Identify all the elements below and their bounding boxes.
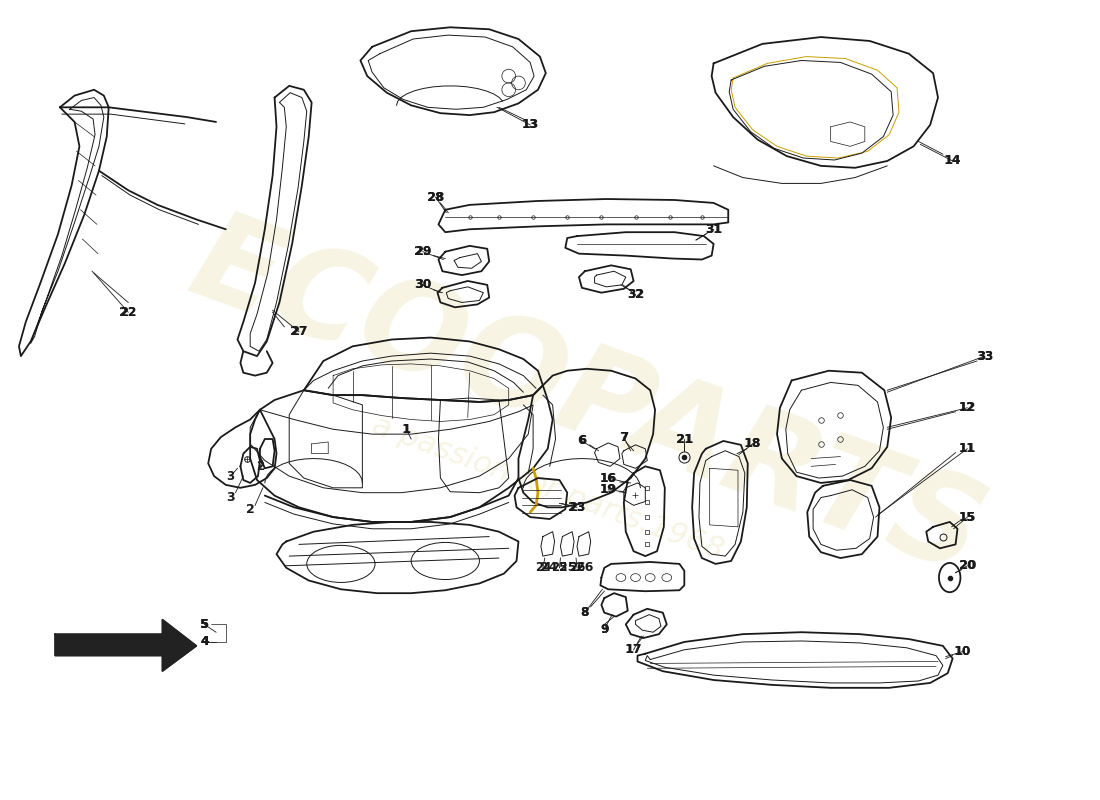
Text: 14: 14	[944, 154, 961, 167]
Text: 12: 12	[959, 402, 976, 414]
Text: 28: 28	[428, 190, 443, 203]
Text: ECOOPARTS: ECOOPARTS	[175, 201, 999, 599]
Text: 1: 1	[403, 422, 410, 436]
Text: 18: 18	[745, 438, 761, 450]
Text: 16: 16	[600, 471, 616, 485]
Text: 31: 31	[705, 222, 723, 236]
Text: 21: 21	[675, 433, 693, 446]
Text: 16: 16	[600, 471, 617, 485]
Text: 24: 24	[535, 562, 551, 574]
Text: 33: 33	[977, 350, 993, 362]
Text: 20: 20	[958, 559, 976, 572]
Text: 4: 4	[200, 635, 208, 649]
Text: 32: 32	[627, 288, 645, 301]
Text: 15: 15	[958, 510, 976, 523]
Text: 32: 32	[627, 288, 644, 301]
Text: 3: 3	[227, 491, 235, 504]
Text: 12: 12	[958, 402, 976, 414]
Text: 11: 11	[959, 442, 976, 455]
Text: 26: 26	[576, 562, 594, 574]
Text: 29: 29	[415, 246, 431, 258]
Text: 29: 29	[415, 246, 431, 258]
Text: 27: 27	[290, 326, 307, 338]
Text: 14: 14	[945, 154, 960, 167]
Text: 10: 10	[954, 646, 971, 658]
Text: 20: 20	[959, 559, 976, 572]
Text: 19: 19	[600, 483, 616, 496]
Text: 8: 8	[581, 606, 589, 619]
Text: 15: 15	[959, 510, 976, 523]
Text: 8: 8	[581, 606, 590, 619]
Text: 26: 26	[569, 562, 585, 574]
Text: 30: 30	[415, 278, 431, 291]
Text: 33: 33	[976, 350, 993, 362]
Polygon shape	[55, 619, 197, 671]
Text: 22: 22	[120, 306, 136, 318]
Text: 11: 11	[958, 442, 976, 455]
Text: 7: 7	[619, 430, 628, 443]
Text: a passion for parts.1968: a passion for parts.1968	[368, 410, 727, 565]
Text: 4: 4	[200, 635, 209, 649]
Text: 22: 22	[120, 306, 138, 318]
Text: 13: 13	[522, 118, 538, 131]
Text: 5: 5	[200, 618, 209, 631]
Text: 6: 6	[578, 434, 586, 447]
Text: 23: 23	[569, 501, 585, 514]
Text: 19: 19	[600, 483, 617, 496]
Text: 18: 18	[744, 438, 761, 450]
Text: 1: 1	[402, 422, 410, 436]
Text: 27: 27	[290, 326, 308, 338]
Text: 5: 5	[200, 618, 209, 631]
Text: 25: 25	[551, 562, 568, 574]
Text: 24: 24	[540, 562, 558, 574]
Text: 9: 9	[601, 622, 608, 636]
Text: 31: 31	[705, 222, 722, 236]
Text: 10: 10	[955, 646, 970, 658]
Text: 21: 21	[676, 433, 693, 446]
Text: 13: 13	[521, 118, 539, 131]
Text: 2: 2	[256, 460, 264, 473]
Text: 23: 23	[569, 501, 585, 514]
Text: 4: 4	[200, 635, 209, 649]
Text: 17: 17	[626, 643, 641, 656]
Text: 28: 28	[427, 190, 444, 203]
Text: 9: 9	[600, 622, 608, 636]
Text: 25: 25	[560, 562, 578, 574]
Text: 17: 17	[625, 643, 642, 656]
Text: 3: 3	[227, 470, 234, 482]
Text: 6: 6	[578, 434, 586, 447]
Text: 5: 5	[200, 618, 208, 631]
Text: 7: 7	[619, 430, 628, 443]
Text: 2: 2	[245, 502, 254, 516]
Text: 30: 30	[415, 278, 431, 291]
